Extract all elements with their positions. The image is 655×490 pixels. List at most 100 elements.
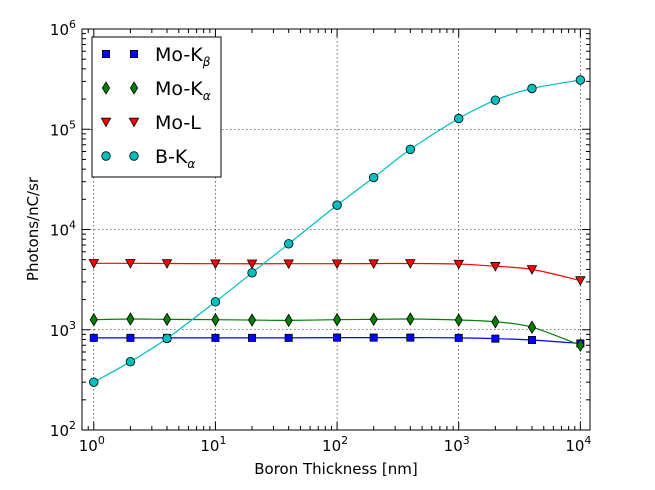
data-point xyxy=(368,172,379,183)
data-point xyxy=(162,333,172,344)
data-point xyxy=(283,259,294,270)
tick-label-base: 10 xyxy=(79,437,98,455)
series-layer xyxy=(88,75,586,387)
data-point xyxy=(405,144,416,155)
legend-label: Mo-L xyxy=(155,112,201,134)
data-point xyxy=(211,312,220,327)
tick-label-exponent: 4 xyxy=(584,434,591,447)
legend-entry: B-Kα xyxy=(101,146,195,171)
data-point xyxy=(576,338,585,353)
tick-label-base: 10 xyxy=(50,322,69,340)
data-point xyxy=(210,259,221,270)
legend-entry: Mo-Kα xyxy=(101,78,211,103)
legend-label-base: B-K xyxy=(155,146,188,168)
legend-label-base: Mo-K xyxy=(155,78,203,100)
legend-marker xyxy=(128,117,140,128)
tick-label-exponent: 1 xyxy=(219,434,226,447)
tick-label-exponent: 4 xyxy=(69,219,76,232)
data-point xyxy=(454,113,464,124)
data-point xyxy=(161,259,173,269)
tick-label-base: 10 xyxy=(200,437,219,455)
data-point xyxy=(333,333,342,342)
data-point xyxy=(246,259,258,270)
tick-label-base: 10 xyxy=(50,222,69,240)
data-point xyxy=(126,333,135,342)
data-point xyxy=(284,313,293,328)
tick-label-base: 10 xyxy=(50,121,69,139)
x-tick-label: 103 xyxy=(444,434,470,455)
y-tick-label: 106 xyxy=(50,18,76,39)
tick-label-exponent: 0 xyxy=(98,434,105,447)
y-axis-label: Photons/nC/sr xyxy=(24,176,42,281)
legend-label: Mo-Kα xyxy=(155,78,211,103)
legend-label: Mo-Kβ xyxy=(155,44,211,69)
data-point xyxy=(527,336,536,345)
legend-entry: Mo-L xyxy=(100,112,201,134)
data-point xyxy=(527,83,537,94)
legend-marker xyxy=(101,81,111,95)
legend-label: B-Kα xyxy=(155,146,195,171)
tick-label-exponent: 2 xyxy=(69,419,76,432)
series-3 xyxy=(88,259,586,286)
x-tick-label: 102 xyxy=(322,434,348,455)
legend-label-subscript: α xyxy=(203,89,211,103)
data-point xyxy=(89,377,99,387)
data-point xyxy=(89,312,98,327)
tick-label-exponent: 3 xyxy=(463,434,470,447)
data-point xyxy=(126,312,135,326)
data-point xyxy=(575,276,586,286)
data-point xyxy=(283,239,294,249)
x-axis-label: Boron Thickness [nm] xyxy=(254,460,417,478)
y-tick-label: 102 xyxy=(50,419,76,440)
data-point xyxy=(406,312,415,326)
series-4 xyxy=(89,75,586,387)
legend-marker xyxy=(129,81,139,95)
tick-label-base: 10 xyxy=(50,21,69,39)
legend-marker xyxy=(100,117,112,128)
tick-label-exponent: 3 xyxy=(69,319,76,332)
data-point xyxy=(88,259,100,269)
data-point xyxy=(89,333,98,342)
legend-frame xyxy=(91,36,222,178)
legend-label-subscript: α xyxy=(187,157,195,171)
data-point xyxy=(162,312,172,327)
data-point xyxy=(369,312,378,327)
tick-label-base: 10 xyxy=(50,422,69,440)
data-point xyxy=(331,259,343,270)
data-point xyxy=(333,312,342,327)
data-point xyxy=(247,313,257,327)
tick-label-base: 10 xyxy=(322,437,341,455)
data-point xyxy=(332,200,342,210)
series-2 xyxy=(89,312,585,353)
data-point xyxy=(453,259,464,270)
y-tick-label: 103 xyxy=(50,319,76,340)
data-point xyxy=(526,265,538,275)
data-point xyxy=(125,259,136,269)
data-point xyxy=(527,320,537,334)
tick-label-base: 10 xyxy=(444,437,463,455)
tick-label-exponent: 2 xyxy=(341,434,348,447)
data-point xyxy=(248,333,257,342)
data-point xyxy=(405,259,416,269)
ticks xyxy=(81,28,590,431)
legend-marker xyxy=(129,151,139,161)
y-tick-label: 105 xyxy=(50,118,76,139)
data-point xyxy=(490,262,501,272)
legend-label-base: Mo-K xyxy=(155,44,203,66)
data-point xyxy=(211,333,220,342)
data-point xyxy=(575,75,586,85)
legend-marker xyxy=(101,151,111,161)
data-point xyxy=(284,333,293,342)
data-point xyxy=(454,333,463,342)
x-tick-label: 104 xyxy=(565,434,591,455)
x-tick-label: 100 xyxy=(79,434,105,455)
tick-label-exponent: 6 xyxy=(69,18,76,31)
data-point xyxy=(491,315,500,329)
data-point xyxy=(125,357,136,367)
data-point xyxy=(454,313,463,327)
tick-label-exponent: 5 xyxy=(69,118,76,131)
legend-entry: Mo-Kβ xyxy=(102,44,211,69)
data-point xyxy=(210,297,221,307)
